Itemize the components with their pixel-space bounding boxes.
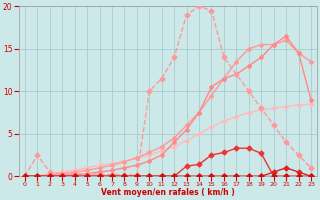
- X-axis label: Vent moyen/en rafales ( km/h ): Vent moyen/en rafales ( km/h ): [101, 188, 235, 197]
